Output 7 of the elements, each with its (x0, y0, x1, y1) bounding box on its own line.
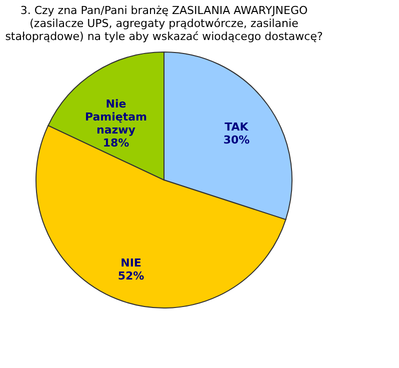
data-label: 18% (102, 136, 130, 150)
slice-label: NIE (120, 256, 142, 270)
slice-label: Nie Pamiętam nazwy (84, 97, 148, 136)
chart-title: 3. Czy zna Pan/Pani branżę ZASILANIA AWARYJNEGO (zasilacze UPS, agregaty prądotwórcze, zasilanie stałoprądowe) na tyle aby wskazać wiodącego dostawcę? (5, 4, 323, 43)
data-label: 52% (118, 269, 144, 282)
data-label: 30% (223, 133, 250, 146)
slice-label: TAK (224, 120, 249, 134)
